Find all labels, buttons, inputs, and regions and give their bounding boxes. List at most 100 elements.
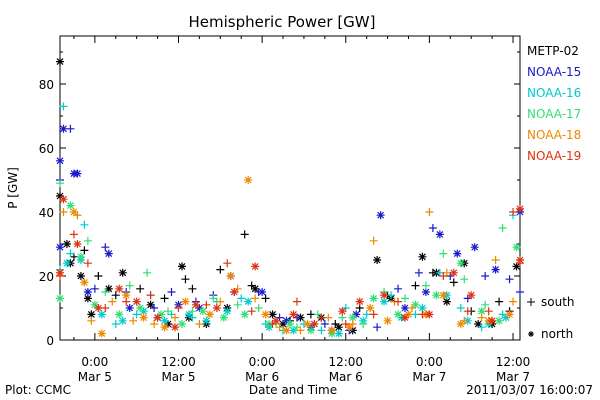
data-point-north [380, 297, 389, 306]
data-point-north [56, 156, 64, 165]
data-point-south [80, 220, 89, 229]
data-point-north [432, 291, 441, 300]
data-point-south [216, 265, 225, 274]
data-point-south [216, 297, 225, 306]
data-point-south [484, 307, 493, 316]
data-point-north [195, 304, 204, 312]
data-point-south [171, 313, 179, 322]
data-point-north [240, 310, 249, 319]
data-point-north [512, 243, 521, 252]
data-point-south [359, 320, 368, 328]
data-points [56, 57, 524, 338]
data-point-south [292, 297, 301, 306]
data-point-north [394, 310, 403, 319]
data-point-south [439, 272, 448, 280]
data-point-south [195, 320, 204, 328]
data-point-north [177, 262, 186, 271]
data-point-north [115, 284, 124, 293]
legend-entry: NOAA-19 [527, 149, 581, 163]
plot-frame [59, 35, 521, 341]
data-point-south [125, 281, 134, 290]
data-point-north [383, 316, 392, 325]
data-point-north [90, 300, 99, 309]
data-point-north [282, 326, 291, 335]
data-point-north [421, 288, 430, 296]
data-point-south [394, 284, 403, 293]
data-point-north [495, 316, 504, 325]
data-point-south [477, 313, 486, 322]
x-tick-label-date: Mar 7 [412, 370, 446, 384]
data-point-south [324, 313, 333, 322]
data-point-south [237, 294, 246, 303]
legend-entry: NOAA-18 [527, 128, 581, 142]
data-point-north [153, 313, 162, 322]
data-point-north [69, 208, 78, 216]
data-point-south [146, 291, 155, 300]
legend-north-marker [528, 331, 534, 337]
data-point-south [387, 291, 396, 300]
data-point-south [160, 294, 169, 303]
data-point-north [425, 310, 434, 319]
data-point-north [104, 249, 113, 258]
data-point-north [380, 291, 389, 300]
y-tick-label: 40 [39, 206, 54, 220]
legend-entry: NOAA-15 [527, 65, 581, 79]
data-point-south [275, 323, 284, 332]
data-point-north [251, 262, 260, 271]
data-point-north [456, 259, 465, 268]
data-point-south [129, 316, 138, 325]
data-point-south [150, 304, 159, 312]
data-point-north [348, 313, 357, 322]
data-point-north [160, 323, 169, 332]
data-point-south [421, 281, 430, 290]
data-point-north [171, 323, 179, 332]
data-point-north [345, 323, 354, 332]
x-tick-label-date: Mar 6 [329, 370, 363, 384]
data-point-south [425, 208, 434, 216]
data-point-south [394, 297, 403, 306]
data-point-north [104, 284, 113, 293]
data-point-south [87, 316, 96, 325]
data-point-north [73, 169, 82, 178]
data-point-south [428, 224, 437, 232]
x-tick-label-time: 0:00 [249, 355, 276, 369]
legend-entry: METP-02 [527, 44, 579, 58]
data-point-north [512, 262, 521, 271]
data-point-south [80, 246, 89, 255]
data-point-north [435, 230, 444, 239]
data-point-south [101, 243, 110, 252]
legend: METP-02 NOAA-15 NOAA-16 NOAA-17 NOAA-18 NOAA-… [527, 44, 581, 341]
data-point-south [320, 320, 329, 328]
y-axis-label: P [GW] [6, 167, 20, 209]
data-point-south [101, 288, 110, 296]
data-point-south [111, 320, 120, 328]
data-point-south [411, 281, 420, 290]
data-point-south [254, 304, 263, 312]
data-point-north [439, 291, 448, 300]
data-point-north [338, 307, 347, 316]
data-point-north [411, 300, 420, 309]
plot-credit: Plot: CCMC [5, 383, 71, 397]
data-point-north [212, 304, 221, 312]
data-point-north [139, 313, 148, 322]
data-point-south [373, 323, 382, 332]
data-point-south [306, 310, 315, 319]
data-point-north [404, 310, 413, 319]
data-point-south [101, 304, 110, 312]
data-point-south [481, 300, 490, 309]
data-point-south [181, 275, 190, 284]
data-point-north [244, 297, 253, 306]
data-point-north [132, 297, 141, 306]
data-point-south [59, 208, 68, 216]
data-point-south [90, 284, 99, 293]
plot-timestamp: 2011/03/07 16:00:07 [466, 383, 593, 397]
x-tick-label-date: Mar 7 [496, 370, 530, 384]
data-point-north [59, 124, 68, 133]
data-point-north [59, 195, 68, 204]
data-point-south [83, 259, 92, 268]
data-point-south [66, 249, 75, 258]
data-point-north [87, 310, 96, 319]
data-point-north [477, 307, 486, 316]
data-point-north [474, 320, 483, 328]
data-point-south [481, 272, 490, 280]
